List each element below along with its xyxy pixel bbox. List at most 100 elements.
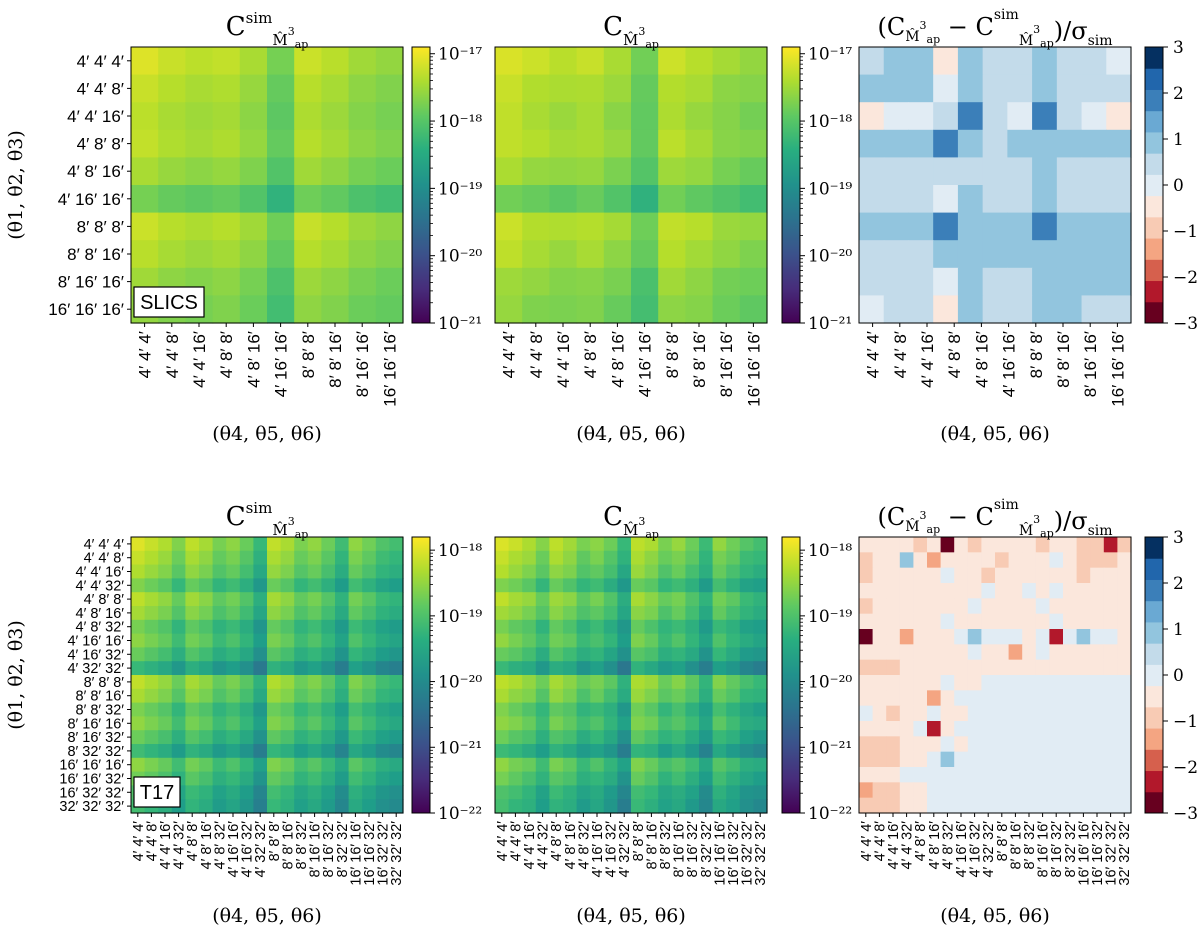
heatmap-cell	[522, 267, 550, 296]
x-tick-label: 4′ 8′ 16′	[199, 821, 215, 870]
heatmap-cell	[348, 74, 377, 103]
heatmap-cell	[294, 730, 309, 745]
residual-cell	[883, 74, 910, 103]
heatmap-cell	[280, 799, 295, 814]
heatmap-cell	[522, 716, 537, 731]
heatmap-cell	[307, 537, 322, 552]
colorbar-gradient	[411, 536, 431, 814]
heatmap-cell	[239, 702, 254, 717]
residual-cell	[1035, 675, 1050, 691]
heatmap-cell	[699, 633, 714, 648]
heatmap-cell	[644, 688, 659, 704]
colorbar-segment	[1145, 68, 1163, 90]
title-part: 3	[920, 19, 927, 32]
heatmap-cell	[563, 675, 578, 690]
heatmap-cell	[267, 185, 295, 214]
heatmap-cell	[508, 757, 523, 773]
heatmap-cell	[362, 702, 377, 717]
heatmap-cell	[239, 185, 268, 214]
heatmap-cell	[131, 102, 159, 131]
heatmap-cell	[603, 647, 618, 662]
residual-cell	[1090, 751, 1105, 768]
heatmap-cell	[199, 730, 214, 745]
heatmap-cell	[226, 730, 241, 745]
heatmap-cell	[335, 688, 350, 704]
residual-cell	[1007, 102, 1033, 131]
residual-cell	[1035, 797, 1050, 814]
x-tick-label: 4′ 16′ 32′	[604, 821, 620, 878]
x-tick-label: 4′ 32′ 32′	[253, 821, 269, 878]
panel-frame	[494, 536, 768, 814]
residual-cell	[982, 240, 1008, 269]
residual-cell	[1106, 185, 1132, 214]
heatmap-cell	[321, 785, 336, 800]
heatmap-cell	[294, 633, 309, 648]
residual-cell	[899, 767, 914, 783]
heatmap-cell	[158, 744, 173, 759]
heatmap-cell	[267, 537, 282, 552]
heatmap-cell	[335, 647, 350, 662]
heatmap-cell	[294, 212, 322, 241]
heatmap-cell	[158, 606, 173, 621]
residual-cell	[1117, 598, 1132, 615]
heatmap-cell	[375, 606, 390, 621]
heatmap-cell	[239, 295, 268, 324]
heatmap-cell	[658, 606, 673, 621]
heatmap-cell	[590, 564, 605, 579]
residual-cell	[995, 797, 1010, 814]
heatmap-cell	[522, 688, 537, 704]
heatmap-cell	[563, 702, 578, 717]
heatmap-cell	[131, 744, 146, 759]
residual-cell	[1008, 583, 1023, 599]
heatmap-cell	[739, 799, 754, 814]
x-tick-label: 8′ 8′ 8′	[267, 821, 283, 862]
colorbar-segment	[1145, 537, 1163, 559]
residual-cell	[940, 644, 955, 661]
residual-cell	[1106, 267, 1132, 296]
heatmap-cell	[576, 730, 591, 745]
heatmap-cell	[144, 564, 159, 579]
heatmap-cell	[617, 730, 632, 745]
heatmap-cell	[294, 688, 309, 704]
heatmap-cell	[294, 771, 309, 786]
heatmap-cell	[239, 771, 254, 786]
heatmap-cell	[144, 730, 159, 745]
title-part: ap	[1040, 527, 1054, 540]
heatmap-cell	[549, 267, 578, 296]
heatmap-cell	[199, 757, 214, 773]
heatmap-cell	[726, 702, 741, 717]
heatmap-cell	[212, 102, 241, 131]
heatmap-cell	[239, 647, 254, 662]
heatmap-cell	[171, 716, 186, 731]
colorbar-tick-label: −1	[1173, 712, 1198, 732]
x-tick-label: 4′ 16′ 32′	[968, 821, 984, 878]
heatmap-cell	[671, 537, 686, 552]
residual-cell	[1076, 644, 1091, 661]
heatmap-cell	[753, 564, 768, 579]
heatmap-cell	[712, 240, 741, 269]
heatmap-cell	[131, 74, 159, 103]
heatmap-cell	[739, 702, 754, 717]
heatmap-cell	[239, 757, 254, 773]
heatmap-cell	[671, 606, 686, 621]
heatmap-cell	[549, 771, 564, 786]
residual-cell	[908, 212, 934, 241]
heatmap-cell	[631, 74, 659, 103]
heatmap-cell	[321, 619, 336, 635]
residual-cell	[886, 659, 901, 676]
residual-cell	[954, 583, 969, 599]
heatmap-cell	[348, 619, 363, 635]
heatmap-cell	[522, 633, 537, 648]
heatmap-cell	[522, 240, 550, 269]
x-tick-label: 8′ 32′ 32′	[1063, 821, 1079, 878]
heatmap-cell	[631, 550, 646, 566]
heatmap-cell	[712, 661, 727, 676]
residual-cell	[1081, 185, 1107, 214]
heatmap-cell	[375, 129, 404, 158]
heatmap-cell	[131, 129, 159, 158]
x-tick-label: 16′ 16′ 16′	[1108, 331, 1127, 407]
residual-cell	[899, 782, 914, 799]
heatmap-cell	[144, 578, 159, 593]
residual-cell	[927, 598, 942, 615]
title-part: ap	[645, 528, 659, 541]
